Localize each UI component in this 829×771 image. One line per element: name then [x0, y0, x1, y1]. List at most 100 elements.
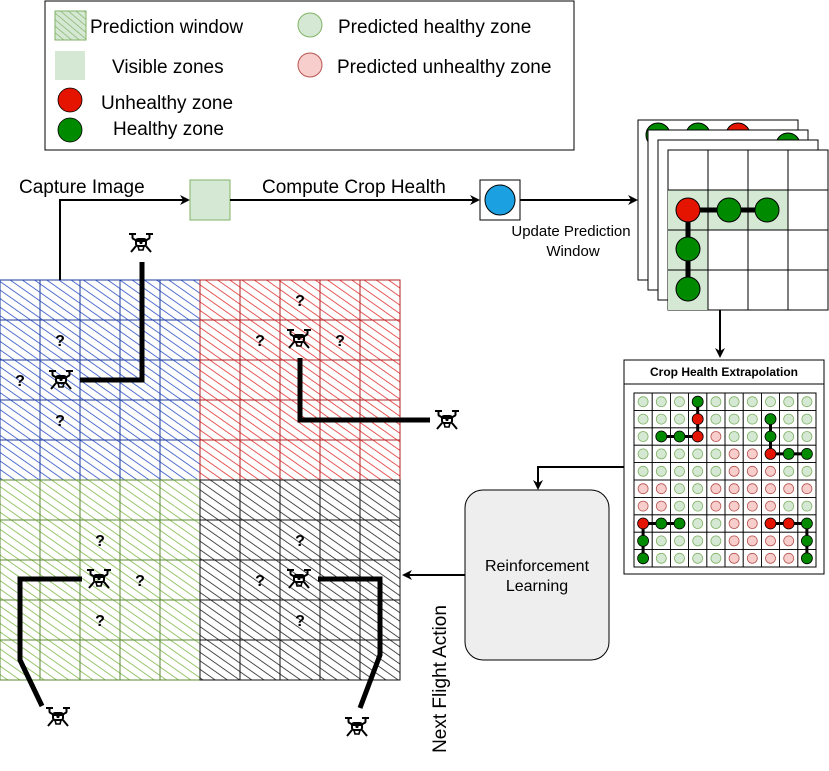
unknown-zone-mark: ?: [15, 373, 25, 390]
predicted-unhealthy-cell: [728, 535, 740, 547]
predicted-healthy-cell: [710, 552, 722, 564]
unknown-zone-mark: ?: [255, 573, 265, 590]
capture-flow: Capture Image Compute Crop Health Update…: [19, 177, 638, 280]
path-drone-dark: [318, 576, 383, 709]
predicted-healthy-cell: [692, 535, 704, 547]
predicted-unhealthy-cell: [637, 483, 649, 495]
legend: Prediction window Visible zones Unhealth…: [44, 0, 575, 151]
crop-health-extrapolation: Crop Health Extrapolation: [623, 359, 825, 575]
healthy-zone-marker: [764, 430, 777, 443]
predicted-healthy-cell: [801, 431, 813, 442]
legend-prediction-window-swatch: [54, 10, 87, 41]
unknown-zone-mark: ?: [55, 333, 65, 350]
unknown-zone-mark: ?: [295, 293, 305, 310]
predicted-healthy-cell: [746, 413, 758, 425]
captured-image-square: [189, 179, 231, 221]
healthy-zone-marker: [801, 447, 813, 460]
legend-predicted-unhealthy-label: Predicted unhealthy zone: [337, 57, 551, 78]
predicted-unhealthy-cell: [746, 518, 758, 529]
predicted-unhealthy-cell: [710, 431, 722, 442]
legend-unhealthy-label: Unhealthy zone: [101, 93, 233, 114]
predicted-unhealthy-cell: [728, 552, 740, 564]
predicted-unhealthy-cell: [765, 483, 776, 495]
rl-label-1: Reinforcement: [485, 558, 590, 575]
unknown-zone-mark: ?: [255, 333, 265, 350]
predicted-unhealthy-cell: [783, 552, 795, 564]
predicted-unhealthy-cell: [746, 448, 758, 460]
predicted-unhealthy-cell: [765, 500, 776, 512]
legend-healthy-swatch: [57, 117, 83, 143]
predicted-healthy-cell: [728, 431, 740, 442]
unhealthy-zone-marker: [764, 447, 777, 460]
predicted-healthy-cell: [674, 552, 685, 564]
predicted-unhealthy-cell: [746, 552, 758, 564]
predicted-unhealthy-cell: [801, 483, 813, 495]
path-drone-blue: [80, 262, 145, 383]
next-flight-action-label: Next Flight Action: [430, 605, 451, 753]
predicted-unhealthy-cell: [728, 483, 740, 495]
predicted-healthy-cell: [746, 431, 758, 442]
healthy-zone-marker: [801, 535, 813, 547]
health-value-circle: [484, 184, 516, 216]
unknown-zone-mark: ?: [295, 613, 305, 630]
healthy-zone-marker: [655, 430, 668, 443]
predicted-unhealthy-cell: [746, 465, 758, 477]
predicted-healthy-cell: [637, 396, 649, 408]
healthy-zone-marker: [673, 517, 686, 530]
healthy-zone-marker: [716, 197, 742, 223]
predicted-healthy-cell: [783, 396, 795, 408]
predicted-healthy-cell: [637, 448, 649, 460]
unknown-zone-mark: ?: [95, 533, 105, 550]
unhealthy-zone-marker: [675, 197, 701, 223]
rl-flow: Reinforcement Learning Next Flight Actio…: [402, 466, 624, 753]
unhealthy-zone-marker: [691, 430, 704, 443]
healthy-zone-marker: [655, 517, 668, 530]
drone-icon: [344, 717, 370, 737]
predicted-healthy-cell: [692, 552, 704, 564]
predicted-healthy-cell: [710, 448, 722, 460]
unknown-zone-mark: ?: [295, 533, 305, 550]
predicted-healthy-cell: [765, 396, 776, 408]
healthy-zone-marker: [637, 535, 649, 547]
predicted-healthy-cell: [783, 413, 795, 425]
unknown-zone-mark: ?: [55, 413, 65, 430]
predicted-unhealthy-cell: [746, 500, 758, 512]
predicted-healthy-cell: [710, 413, 722, 425]
to-rl-arrow: [533, 466, 624, 490]
predicted-healthy-cell: [728, 396, 740, 408]
capture-arrow: [59, 195, 190, 280]
predicted-healthy-cell: [710, 465, 722, 477]
predicted-healthy-cell: [655, 535, 667, 547]
legend-unhealthy-swatch: [57, 87, 83, 113]
rl-label-2: Learning: [506, 578, 568, 595]
legend-visible-zones-swatch: [55, 51, 85, 80]
legend-prediction-window-label: Prediction window: [90, 17, 243, 38]
predicted-unhealthy-cell: [746, 483, 758, 495]
predicted-healthy-cell: [783, 431, 795, 442]
predicted-healthy-cell: [674, 396, 685, 408]
healthy-zone-marker: [637, 552, 649, 565]
predicted-healthy-cell: [692, 500, 704, 512]
extrapolation-clusters: [637, 395, 813, 565]
legend-healthy-label: Healthy zone: [113, 119, 224, 140]
predicted-healthy-cell: [674, 535, 685, 547]
legend-predicted-healthy-label: Predicted healthy zone: [338, 17, 531, 38]
predicted-unhealthy-cell: [746, 535, 758, 547]
predicted-healthy-cell: [637, 431, 649, 442]
unknown-zone-mark: ?: [135, 573, 145, 590]
predicted-healthy-cell: [637, 465, 649, 477]
predicted-unhealthy-cell: [728, 518, 740, 529]
predicted-healthy-cell: [637, 413, 649, 425]
predicted-unhealthy-cell: [765, 552, 776, 564]
prediction-window-front: [667, 149, 829, 311]
predicted-healthy-cell: [655, 552, 667, 564]
predicted-healthy-cell: [692, 518, 704, 529]
healthy-zone-marker: [782, 447, 795, 460]
drone-paths: [17, 262, 430, 709]
path-drone-red: [297, 358, 430, 423]
healthy-zone-marker: [691, 395, 704, 408]
unknown-zone-mark: ?: [95, 613, 105, 630]
predicted-healthy-cell: [801, 500, 813, 512]
drone-icon: [45, 707, 71, 727]
